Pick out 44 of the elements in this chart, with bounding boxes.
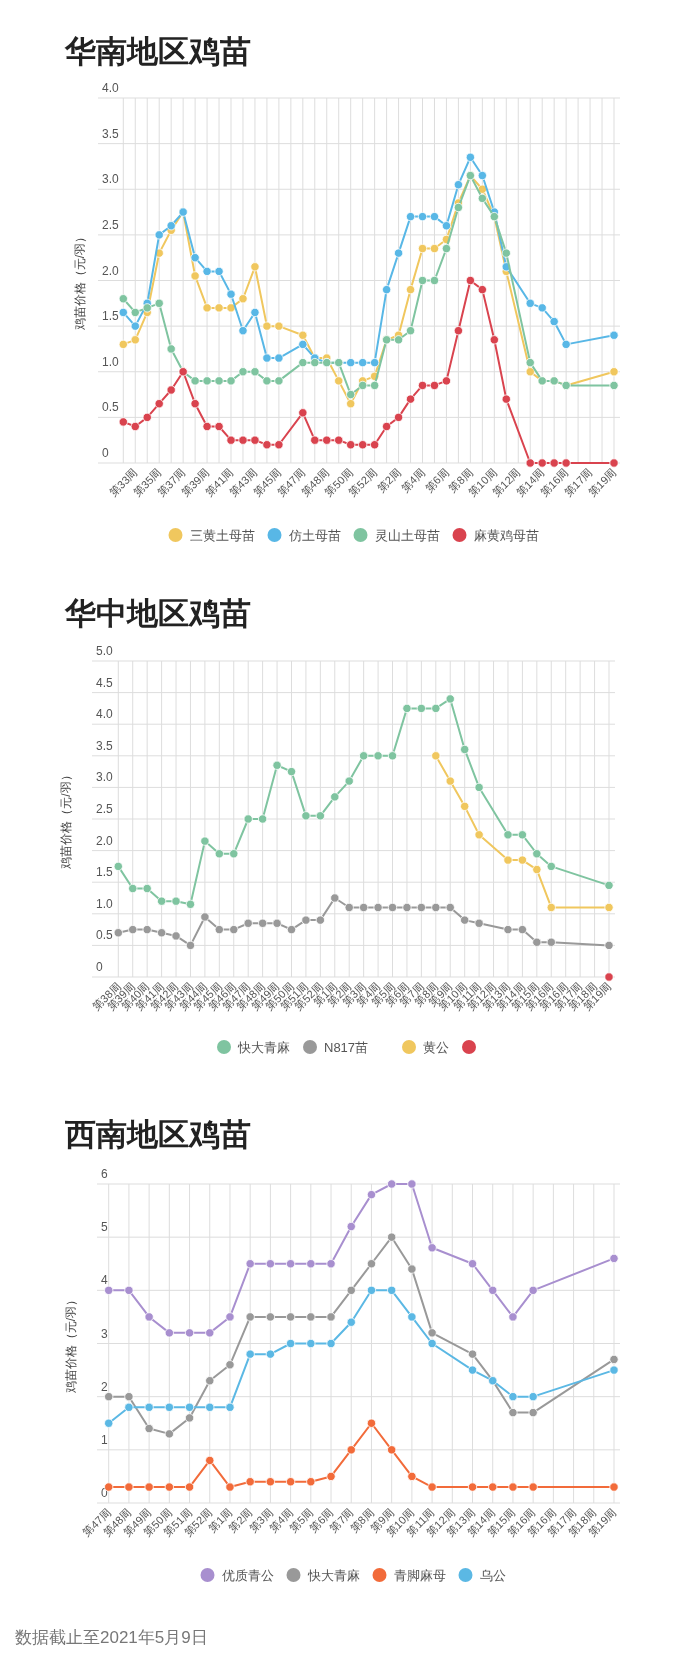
y-tick-label: 2.0 (102, 263, 120, 278)
legend-label: 仿土母苗 (287, 527, 341, 543)
y-tick-label: 0.5 (102, 400, 120, 415)
chart-title: 华中地区鸡苗 (64, 596, 251, 631)
legend-label: 青脚麻母 (393, 1567, 446, 1583)
y-tick-label: 1 (101, 1432, 108, 1447)
legend-label: 优质青公 (221, 1567, 274, 1583)
y-tick-label: 1.5 (96, 865, 114, 880)
y-tick-label: 3.5 (96, 738, 114, 753)
y-tick-label: 6 (101, 1167, 108, 1181)
legend-label: 三黄土母苗 (189, 527, 255, 543)
y-tick-label: 0 (102, 446, 109, 460)
y-tick-label: 2.0 (96, 833, 114, 848)
y-tick-label: 1.0 (102, 354, 120, 369)
y-axis-title: 鸡苗价格（元/羽） (59, 769, 73, 870)
legend-label: 麻黄鸡母苗 (473, 527, 539, 543)
y-tick-label: 4.5 (96, 675, 114, 690)
y-tick-label: 2 (101, 1379, 108, 1394)
y-tick-label: 4.0 (96, 707, 114, 722)
legend-label: N817苗 (324, 1039, 369, 1055)
y-tick-label: 3 (101, 1326, 108, 1341)
y-tick-label: 2.5 (102, 217, 120, 232)
y-tick-label: 3.5 (102, 126, 120, 141)
y-tick-label: 0 (96, 960, 103, 974)
legend-label: 快大青麻 (306, 1567, 360, 1583)
y-tick-label: 1.0 (96, 896, 114, 911)
legend-label: 快大青麻 (237, 1039, 290, 1055)
chart-title: 华南地区鸡苗 (64, 34, 251, 69)
chart-title: 西南地区鸡苗 (64, 1117, 251, 1152)
y-tick-label: 0.5 (96, 928, 114, 943)
text: 数据截止至2021年5月9日 (15, 1628, 208, 1647)
legend-label: 黄公 (423, 1039, 449, 1055)
y-tick-label: 1.5 (102, 309, 120, 324)
y-axis-title: 鸡苗价格（元/羽） (64, 1293, 78, 1395)
y-tick-label: 3.0 (102, 172, 120, 187)
legend-label: 乌公 (479, 1567, 506, 1583)
y-tick-label: 2.5 (96, 802, 114, 816)
y-tick-label: 4 (101, 1273, 108, 1288)
y-tick-label: 5.0 (96, 644, 114, 658)
y-tick-label: 5 (101, 1220, 108, 1235)
y-axis-title: 鸡苗价格（元/羽） (73, 230, 87, 332)
legend-label: 灵山土母苗 (374, 527, 440, 543)
y-tick-label: 4.0 (102, 81, 120, 95)
y-tick-label: 3.0 (96, 770, 114, 785)
